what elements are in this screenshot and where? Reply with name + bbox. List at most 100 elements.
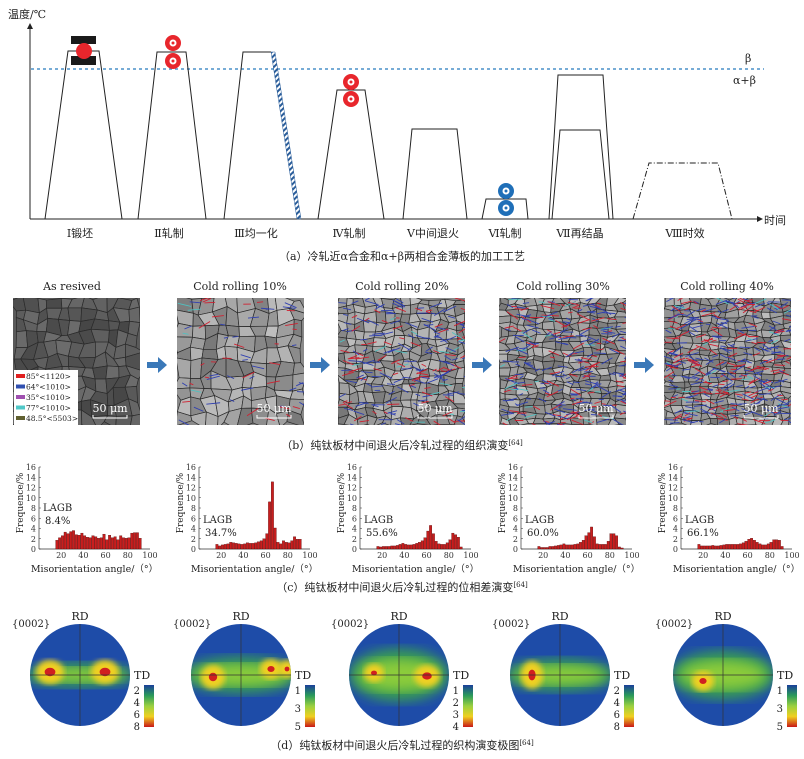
y-tick-label: 2 [191, 535, 196, 544]
histogram-bar [268, 501, 271, 550]
histogram-bar [429, 525, 432, 550]
histogram-bar [612, 533, 616, 550]
y-tick-label: 14 [668, 473, 678, 482]
colorbar-label: 1 [777, 686, 783, 697]
x-tick-label: 40 [399, 551, 409, 560]
histogram-bar [573, 544, 577, 550]
histogram-bar [86, 537, 89, 550]
histogram-bar [395, 545, 399, 550]
cold-roller-icon [498, 200, 514, 216]
lagb-label: LAGB [685, 515, 714, 526]
y-tick-label: 8 [352, 504, 357, 513]
histogram-bar [69, 531, 73, 550]
y-tick-label: 6 [352, 514, 357, 523]
histogram-bar [127, 537, 131, 550]
y-tick-label: 14 [347, 473, 357, 482]
x-axis-label: Misorientation angle/（°） [673, 563, 800, 575]
y-tick-label: 12 [186, 484, 196, 493]
x-tick-label: 100 [142, 551, 157, 560]
arrow-right-icon [310, 357, 330, 373]
step-recrystallize-inner-profile [551, 129, 610, 220]
histogram-bar [620, 547, 624, 550]
legend-swatch [16, 374, 25, 378]
texture-peak [44, 667, 56, 677]
histogram-bar [576, 543, 580, 550]
texture-peak [371, 670, 377, 676]
step-label: Ⅰ锻坯 [67, 226, 93, 240]
scale-bar-label: 50 μm [417, 402, 453, 415]
rd-label: RD [232, 610, 249, 623]
step-rolling-profile [137, 51, 207, 220]
histogram-bar [440, 544, 444, 550]
y-tick-label: 4 [191, 525, 196, 534]
histogram-bar [119, 535, 123, 550]
panel-d-caption: （d）纯钛板材中间退火后冷轧过程的织构演变极图[64] [270, 738, 534, 752]
pole-figure: {0002} RD TD 1 3 5 [655, 610, 797, 733]
step-aging-profile [632, 162, 733, 220]
x-tick-label: 80 [444, 551, 454, 560]
arrow-right-icon [472, 357, 492, 373]
histogram-bar [387, 546, 391, 550]
y-tick-label: 12 [508, 484, 518, 493]
colorbar [144, 685, 154, 727]
histogram-bar [259, 540, 263, 550]
y-tick-label: 0 [31, 545, 36, 554]
histogram-bar [764, 544, 767, 550]
x-tick-label: 40 [720, 551, 730, 560]
histogram-bar [562, 543, 566, 550]
x-axis-label: Misorientation angle/（°） [31, 563, 158, 575]
micrograph-title: As resived [42, 280, 101, 293]
rd-label: RD [714, 610, 731, 623]
y-tick-label: 4 [352, 525, 357, 534]
histogram-bar [390, 545, 394, 550]
y-tick-label: 16 [347, 463, 357, 472]
scale-bar [256, 415, 292, 419]
y-tick-label: 4 [31, 525, 36, 534]
histogram-bar [568, 544, 571, 550]
histogram-bar [750, 538, 753, 550]
histogram-bar [780, 546, 784, 550]
histogram-bar [606, 541, 610, 550]
y-axis-label: Frequence/% [337, 472, 347, 533]
colorbar-label: 6 [614, 710, 620, 721]
td-label: TD [134, 669, 150, 682]
lagb-label: LAGB [203, 515, 232, 526]
plane-label: {0002} [12, 619, 50, 630]
histogram-bar [703, 545, 706, 550]
x-tick-label: 80 [605, 551, 615, 560]
histogram-bar [587, 532, 591, 550]
histogram-bar [97, 538, 100, 550]
step-recrystallize-outer-profile [548, 74, 614, 220]
histogram-bar [565, 544, 569, 550]
y-tick-label: 14 [508, 473, 518, 482]
td-label: TD [453, 669, 469, 682]
step-label: Ⅳ轧制 [333, 226, 366, 240]
y-axis-label: Frequence/% [176, 472, 186, 533]
arrow-right-icon [147, 357, 167, 373]
x-tick-label: 40 [560, 551, 570, 560]
y-tick-label: 0 [191, 545, 196, 554]
y-tick-label: 2 [673, 535, 678, 544]
histogram-bar [298, 539, 302, 550]
histogram-bar [772, 539, 776, 550]
histogram-bar [412, 544, 416, 550]
td-label: TD [295, 669, 311, 682]
panel-b-caption: （b）纯钛板材中间退火后冷轧过程的组织演变[64] [281, 438, 523, 452]
histogram-bar [91, 535, 95, 550]
hot-roller-icon [165, 53, 181, 69]
scale-bar [417, 415, 453, 419]
histogram-bar [551, 546, 555, 550]
y-tick-label: 12 [347, 484, 357, 493]
histogram-bar [543, 547, 546, 550]
panel-a-process-diagram: 温度/℃ 时间 β α+β Ⅰ锻坯 Ⅱ轧制 Ⅲ均一化 Ⅳ轧制 Ⅴ中间退火 Ⅵ轧制 Ⅶ再结晶 Ⅷ… [8, 7, 786, 263]
colorbar-label: 8 [614, 722, 620, 733]
y-tick-label: 0 [352, 545, 357, 554]
micrograph-title: Cold rolling 20% [355, 280, 449, 293]
histogram-bar [769, 542, 773, 550]
histogram-bar [61, 535, 64, 550]
